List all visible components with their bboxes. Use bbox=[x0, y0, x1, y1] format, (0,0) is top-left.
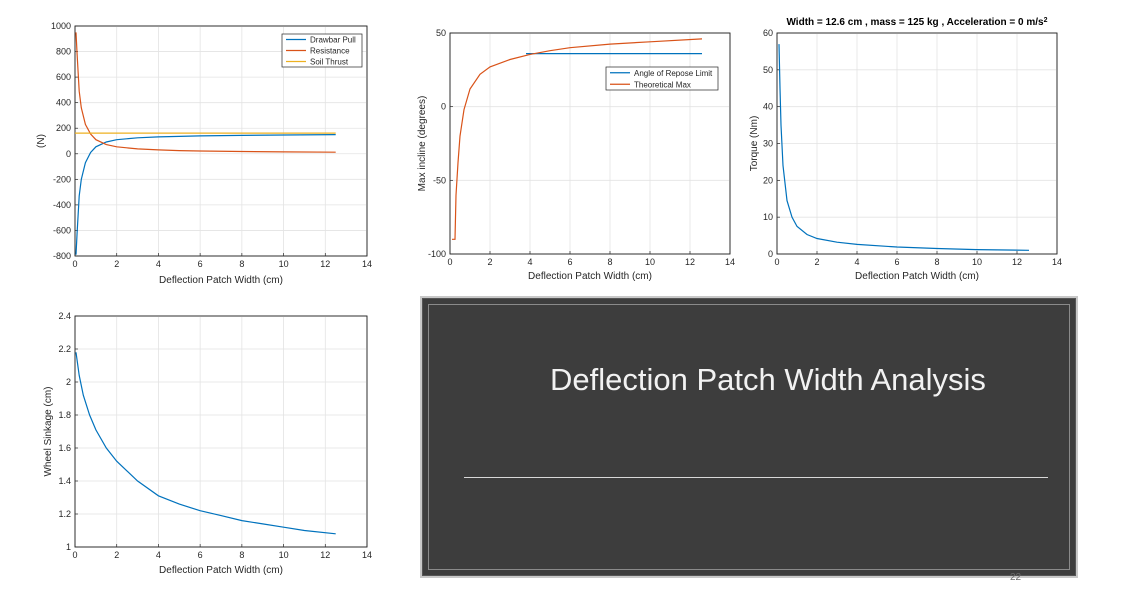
sinkage-xtick-label: 6 bbox=[198, 550, 203, 560]
forces-ytick-label: -600 bbox=[53, 225, 71, 235]
incline-xtick-label: 0 bbox=[447, 257, 452, 267]
sinkage-plot-area bbox=[74, 315, 368, 548]
torque-ytick-label: 60 bbox=[763, 28, 773, 38]
forces-xtick-label: 14 bbox=[362, 259, 372, 269]
forces-series-resistance bbox=[75, 32, 336, 153]
torque-title-superscript: 2 bbox=[1044, 17, 1048, 24]
sinkage-xtick-label: 14 bbox=[362, 550, 372, 560]
forces-legend-label: Drawbar Pull bbox=[310, 36, 356, 45]
slide-title: Deflection Patch Width Analysis bbox=[550, 362, 986, 397]
forces-xtick-label: 6 bbox=[198, 259, 203, 269]
incline-ytick-label: 50 bbox=[436, 28, 446, 38]
torque-series-line bbox=[778, 44, 1030, 251]
torque-ytick-label: 40 bbox=[763, 102, 773, 112]
torque-ytick-label: 50 bbox=[763, 65, 773, 75]
forces-xtick-label: 4 bbox=[156, 259, 161, 269]
sinkage-ytick-label: 2 bbox=[66, 377, 71, 387]
sinkage-ytick-label: 1.4 bbox=[58, 476, 71, 486]
forces-ytick-label: -200 bbox=[53, 174, 71, 184]
torque-xtick-label: 12 bbox=[1012, 257, 1022, 267]
sinkage-xlabel: Deflection Patch Width (cm) bbox=[159, 565, 283, 576]
wheel-sinkage-chart: 0 2 4 6 8 10 12 14 1 1.2 1.4 1.6 1.8 2 2.2 2.4 Deflectio… bbox=[43, 311, 372, 576]
forces-xtick-label: 10 bbox=[279, 259, 289, 269]
torque-xtick-label: 8 bbox=[934, 257, 939, 267]
forces-xtick-label: 12 bbox=[320, 259, 330, 269]
torque-title: Width = 12.6 cm , mass = 125 kg , Accele… bbox=[786, 17, 1047, 29]
torque-ytick-label: 0 bbox=[768, 249, 773, 259]
forces-ytick-label: 400 bbox=[56, 98, 71, 108]
sinkage-xtick-label: 10 bbox=[279, 550, 289, 560]
forces-ylabel: (N) bbox=[36, 134, 47, 148]
title-divider bbox=[464, 477, 1048, 478]
forces-ytick-label: 800 bbox=[56, 47, 71, 57]
page-number: 22 bbox=[1010, 572, 1022, 583]
sinkage-ytick-label: 1.6 bbox=[58, 443, 71, 453]
incline-xtick-label: 4 bbox=[527, 257, 532, 267]
forces-ytick-label: -400 bbox=[53, 200, 71, 210]
forces-plot-border bbox=[74, 25, 368, 257]
forces-xtick-label: 8 bbox=[239, 259, 244, 269]
incline-xtick-label: 14 bbox=[725, 257, 735, 267]
forces-ytick-label: 1000 bbox=[51, 21, 71, 31]
incline-xtick-label: 10 bbox=[645, 257, 655, 267]
sinkage-ytick-label: 2.2 bbox=[58, 344, 71, 354]
incline-legend-label: Theoretical Max bbox=[634, 80, 691, 89]
incline-ylabel: Max incline (degrees) bbox=[417, 96, 428, 192]
incline-xtick-label: 12 bbox=[685, 257, 695, 267]
incline-series-theoretical-max bbox=[452, 38, 703, 240]
torque-xtick-label: 14 bbox=[1052, 257, 1062, 267]
sinkage-ytick-label: 1 bbox=[66, 542, 71, 552]
incline-xtick-label: 8 bbox=[607, 257, 612, 267]
torque-xtick-label: 6 bbox=[894, 257, 899, 267]
torque-xtick-label: 0 bbox=[774, 257, 779, 267]
incline-legend bbox=[605, 66, 719, 91]
forces-xtick-label: 0 bbox=[72, 259, 77, 269]
torque-xtick-label: 10 bbox=[972, 257, 982, 267]
forces-series-drawbar-pull bbox=[75, 134, 336, 255]
torque-xtick-label: 4 bbox=[854, 257, 859, 267]
sinkage-plot-border bbox=[74, 315, 368, 548]
sinkage-ylabel: Wheel Sinkage (cm) bbox=[43, 386, 54, 476]
sinkage-xtick-label: 12 bbox=[320, 550, 330, 560]
incline-xtick-label: 2 bbox=[487, 257, 492, 267]
forces-ytick-label: 0 bbox=[66, 149, 71, 159]
sinkage-series-line bbox=[75, 352, 336, 535]
torque-xtick-label: 2 bbox=[814, 257, 819, 267]
incline-ytick-label: -100 bbox=[428, 249, 446, 259]
forces-xtick-label: 2 bbox=[114, 259, 119, 269]
forces-legend-label: Soil Thrust bbox=[310, 58, 349, 67]
sinkage-ytick-label: 2.4 bbox=[58, 311, 71, 321]
torque-ytick-label: 20 bbox=[763, 175, 773, 185]
sinkage-xtick-label: 8 bbox=[239, 550, 244, 560]
incline-xlabel: Deflection Patch Width (cm) bbox=[528, 271, 652, 282]
sinkage-xtick-label: 4 bbox=[156, 550, 161, 560]
max-incline-chart: 0 2 4 6 8 10 12 14 -100 -50 0 50 Deflection Patch Wi… bbox=[417, 28, 735, 282]
forces-legend-label: Resistance bbox=[310, 47, 350, 56]
forces-ytick-label: -800 bbox=[53, 251, 71, 261]
sinkage-xtick-label: 0 bbox=[72, 550, 77, 560]
forces-xlabel: Deflection Patch Width (cm) bbox=[159, 275, 283, 286]
torque-ylabel: Torque (Nm) bbox=[749, 116, 760, 172]
incline-legend-label: Angle of Repose Limit bbox=[634, 69, 713, 78]
sinkage-ytick-label: 1.8 bbox=[58, 410, 71, 420]
incline-xtick-label: 6 bbox=[567, 257, 572, 267]
forces-ytick-label: 200 bbox=[56, 123, 71, 133]
torque-plot-border bbox=[776, 32, 1058, 255]
sinkage-ytick-label: 1.2 bbox=[58, 509, 71, 519]
forces-chart: 0 2 4 6 8 10 12 14 -800 -600 -400 -200 0 200 400 600 800… bbox=[36, 21, 372, 286]
torque-chart: 0 2 4 6 8 10 12 14 0 10 20 30 40 50 60 Deflection Patch… bbox=[749, 17, 1062, 283]
title-panel bbox=[420, 296, 1078, 578]
title-panel-border bbox=[428, 304, 1070, 570]
torque-ytick-label: 30 bbox=[763, 139, 773, 149]
sinkage-xtick-label: 2 bbox=[114, 550, 119, 560]
torque-xlabel: Deflection Patch Width (cm) bbox=[855, 271, 979, 282]
incline-plot-border bbox=[449, 32, 731, 255]
incline-ytick-label: -50 bbox=[433, 175, 446, 185]
forces-ytick-label: 600 bbox=[56, 72, 71, 82]
torque-ytick-label: 10 bbox=[763, 212, 773, 222]
incline-ytick-label: 0 bbox=[441, 102, 446, 112]
